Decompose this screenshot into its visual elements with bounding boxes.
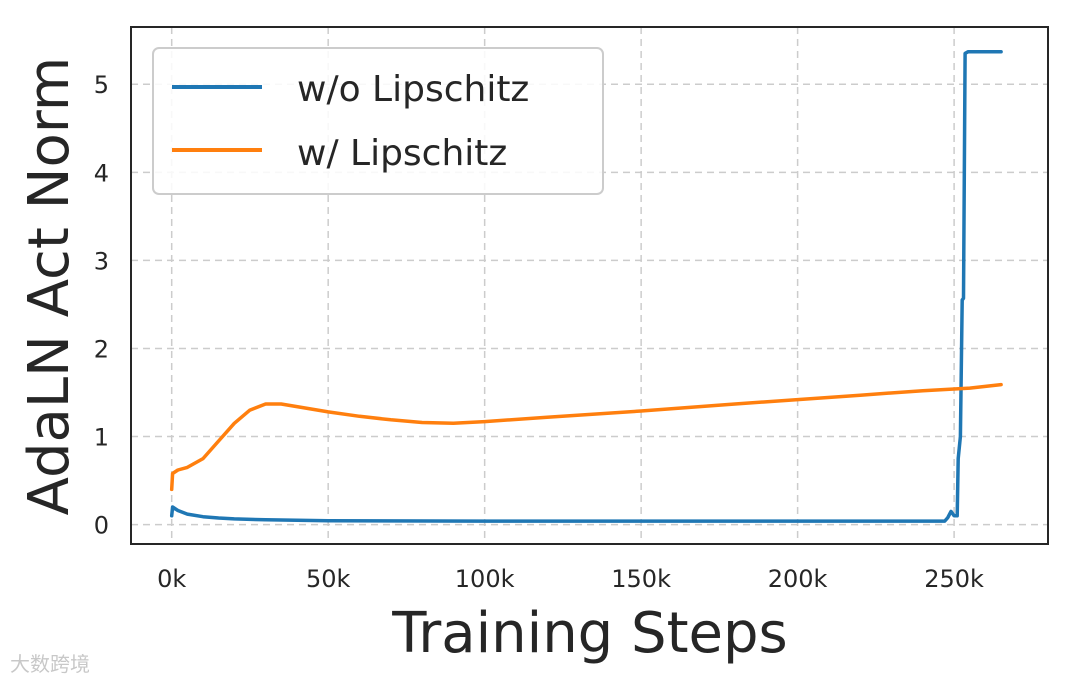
y-tick-label: 2 [94,335,109,363]
x-tick-label: 50k [306,565,351,593]
y-axis-title: AdaLN Act Norm [17,57,82,516]
legend-label-w-lipschitz: w/ Lipschitz [297,133,507,174]
x-tick-label: 250k [924,565,984,593]
x-tick-label: 100k [455,565,515,593]
y-tick-label: 1 [94,424,109,452]
legend: w/o Lipschitz w/ Lipschitz [152,47,604,195]
legend-label-wo-lipschitz: w/o Lipschitz [297,69,529,110]
y-tick-label: 5 [94,71,109,99]
series-lines [169,49,1003,523]
y-axis-ticks: 0 1 2 3 4 5 [94,71,109,539]
x-tick-label: 0k [157,565,186,593]
y-tick-label: 0 [94,512,109,540]
y-tick-label: 4 [94,159,109,187]
plot-frame [130,26,1049,545]
y-tick-label: 3 [94,247,109,275]
legend-box [152,47,604,195]
x-axis-title: Training Steps [391,601,787,666]
watermark: 大数跨境 [10,652,90,676]
x-tick-label: 150k [611,565,671,593]
x-tick-label: 200k [768,565,828,593]
x-axis-ticks: 0k 50k 100k 150k 200k 250k [157,565,984,593]
series-line-w-o-lipschitz [169,49,1003,523]
series-line-w-lipschitz [169,382,1003,492]
